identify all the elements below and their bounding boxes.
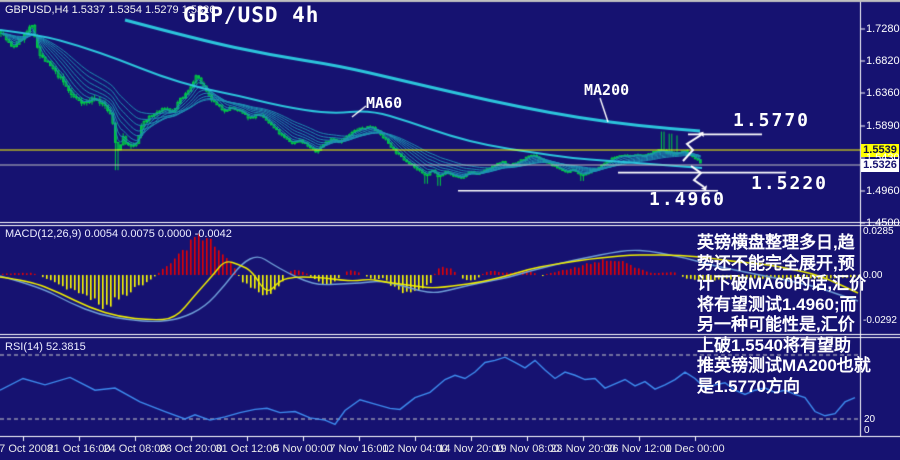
price-chart-canvas[interactable] [0,0,900,460]
trading-chart-window: GBPUSD,H4 1.5337 1.5354 1.5279 1.5326 GB… [0,0,900,460]
